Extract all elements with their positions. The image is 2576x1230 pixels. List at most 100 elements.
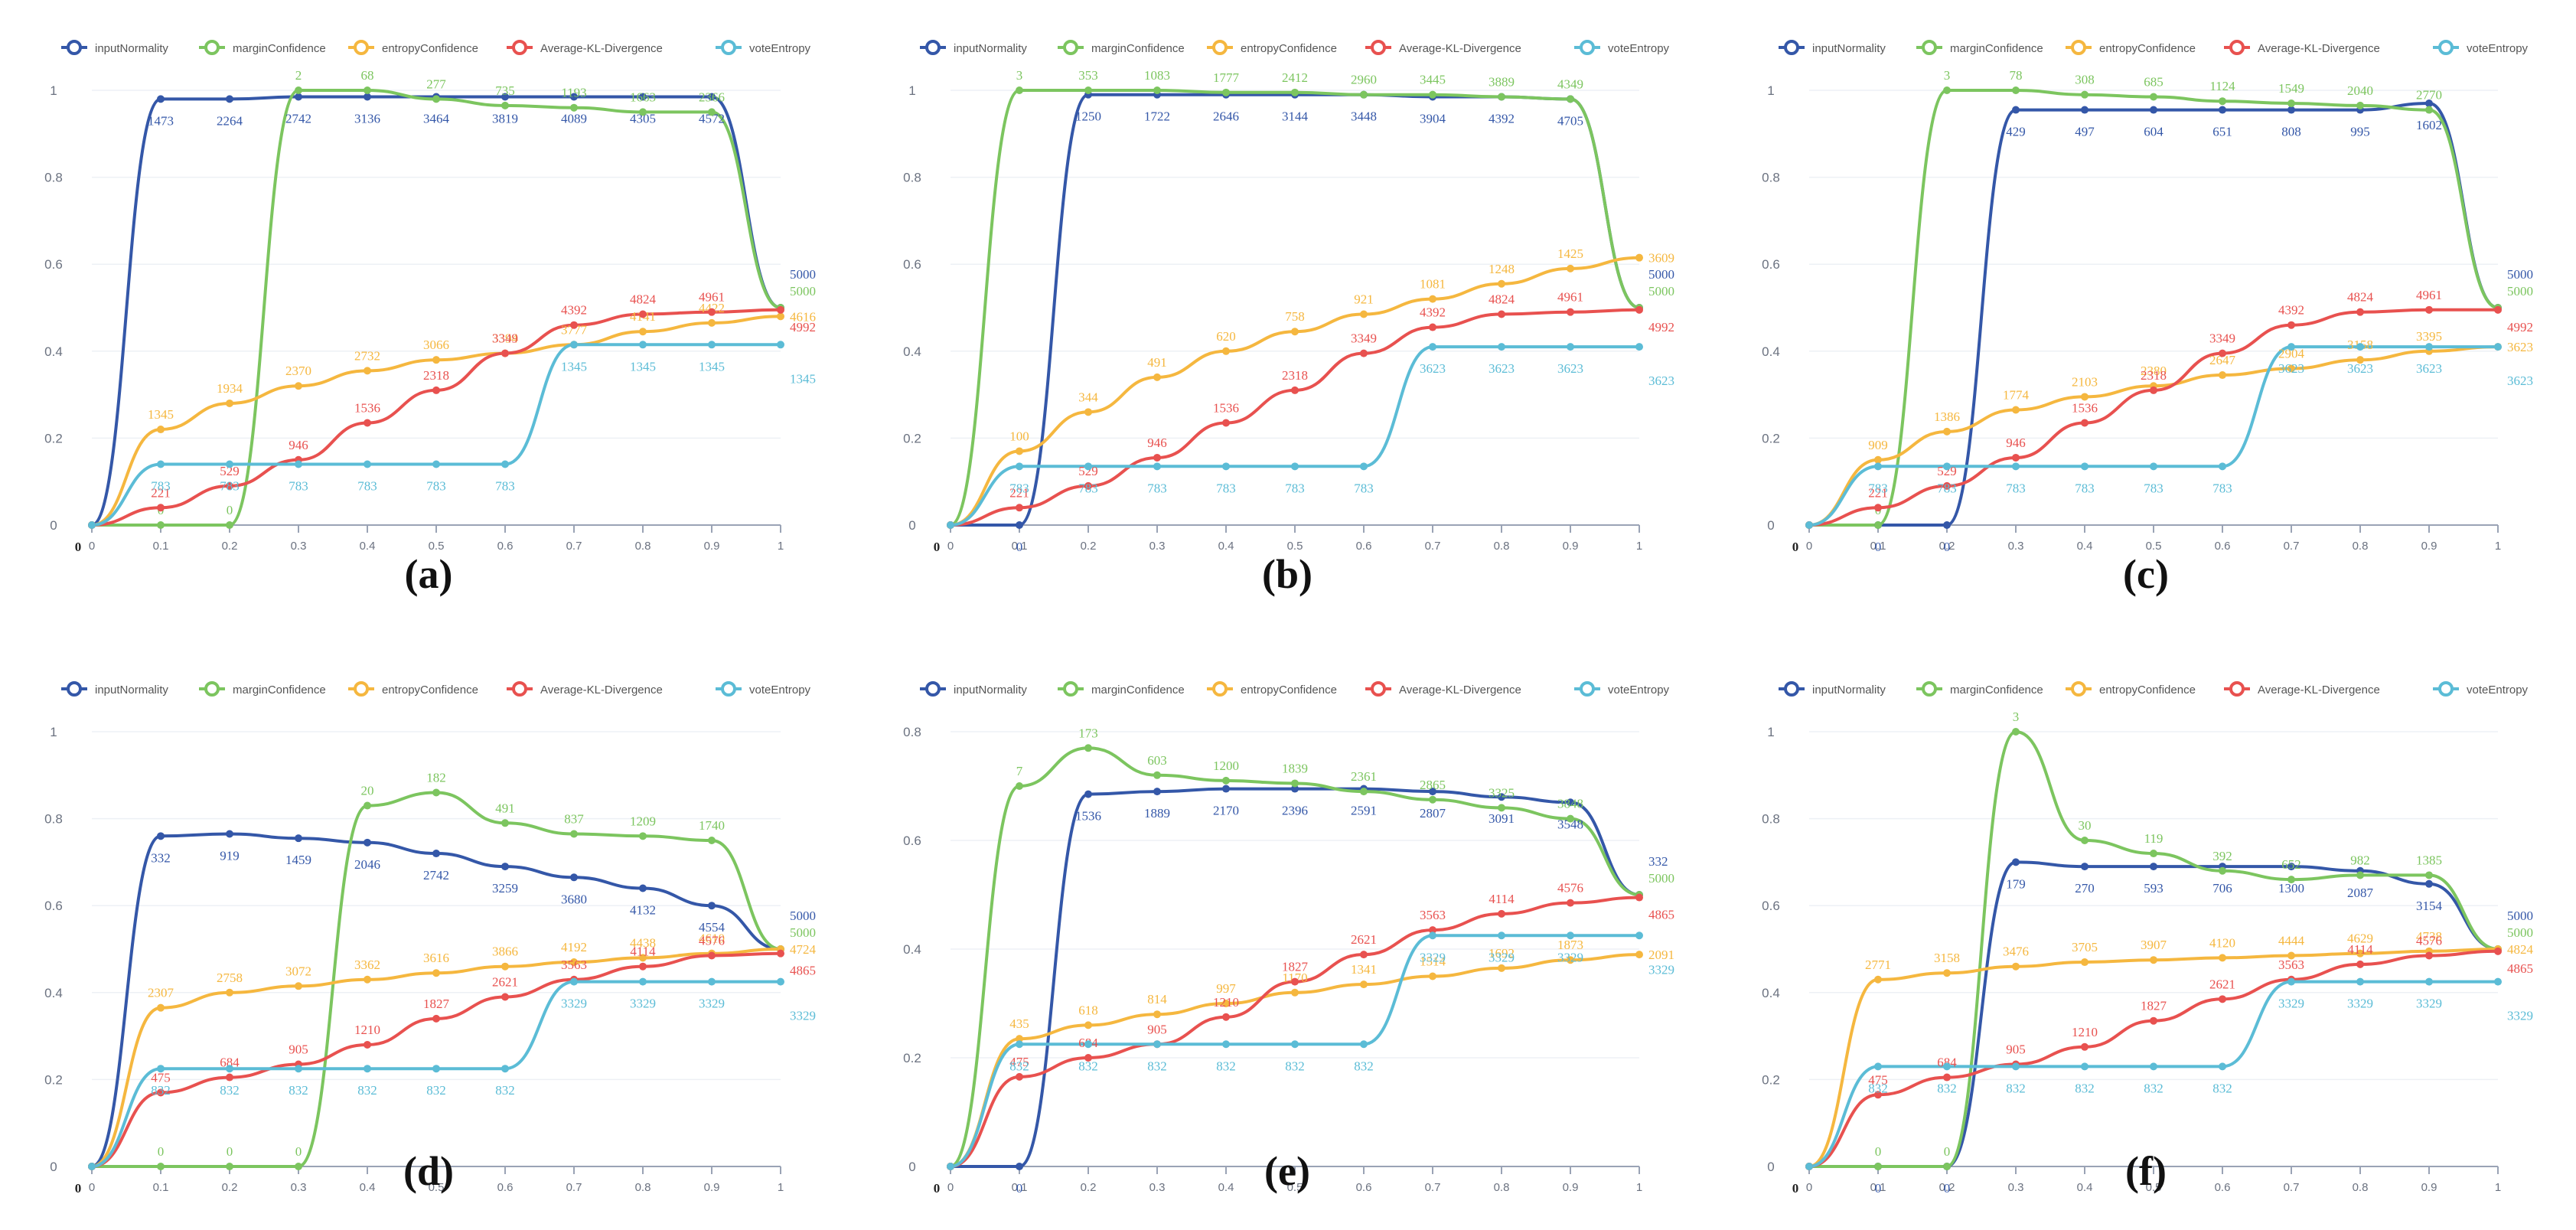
data-label-inputNormality: 2591 (1351, 804, 1377, 818)
data-point-marginConfidence (1222, 88, 1230, 96)
legend-swatch-marker (2229, 681, 2245, 697)
data-label-entropyConfidence: 2647 (2209, 353, 2236, 367)
data-point-Average-KL-Divergence (708, 308, 716, 316)
data-point-voteEntropy (2150, 1062, 2157, 1071)
data-label-voteEntropy: 832 (289, 1083, 308, 1098)
data-point-entropyConfidence (1222, 347, 1230, 355)
data-point-Average-KL-Divergence (1635, 305, 1643, 314)
data-label-inputNormality: 3259 (492, 881, 518, 896)
data-label-Average-KL-Divergence: 2318 (423, 368, 449, 383)
data-label-inputNormality: 0 (934, 540, 941, 554)
data-point-marginConfidence (1291, 88, 1299, 96)
series-line-entropyConfidence (91, 948, 781, 1168)
data-point-marginConfidence (2081, 90, 2089, 99)
data-label-Average-KL-Divergence: 4576 (1557, 881, 1583, 896)
data-label-voteEntropy: 3623 (2416, 361, 2442, 376)
data-label-entropyConfidence: 909 (1868, 438, 1888, 452)
data-point-Average-KL-Divergence (2150, 386, 2157, 394)
data-point-Average-KL-Divergence (1943, 1073, 1951, 1082)
data-point-voteEntropy (1567, 343, 1574, 351)
x-tick-label: 0.4 (2077, 1181, 2093, 1194)
legend-label: entropyConfidence (1241, 684, 1337, 697)
data-point-marginConfidence (1943, 1163, 1951, 1170)
panel-caption: (e) (1264, 1148, 1310, 1194)
y-tick-label: 0.4 (1762, 344, 1780, 359)
data-point-voteEntropy (1084, 1040, 1092, 1049)
data-point-entropyConfidence (432, 969, 440, 977)
data-label-entropyConfidence: 1345 (148, 407, 174, 422)
data-label-voteEntropy: 783 (1147, 481, 1167, 495)
x-tick-label: 0.3 (2008, 1181, 2024, 1194)
data-point-inputNormality (2425, 100, 2433, 108)
x-tick-label: 1 (1636, 1181, 1642, 1194)
data-point-voteEntropy (777, 977, 784, 986)
data-label-Average-KL-Divergence: 905 (2006, 1042, 2026, 1057)
data-point-entropyConfidence (432, 356, 440, 364)
data-point-inputNormality (1222, 785, 1230, 793)
x-tick-label: 0.2 (222, 540, 238, 553)
data-point-voteEntropy (2356, 977, 2364, 986)
chart-panel-b: inputNormality marginConfidence entropyCon… (903, 40, 1674, 597)
legend-label: entropyConfidence (382, 684, 478, 697)
x-tick-label: 0.6 (1356, 1181, 1372, 1194)
data-point-voteEntropy (364, 1065, 371, 1073)
data-point-voteEntropy (639, 341, 647, 349)
series-line-inputNormality (1809, 860, 2499, 1169)
data-point-Average-KL-Divergence (501, 349, 509, 357)
y-tick-label: 0 (908, 518, 915, 533)
data-label-inputNormality: 3464 (423, 112, 450, 126)
data-point-entropyConfidence (639, 954, 647, 962)
data-label-entropyConfidence: 1692 (1489, 946, 1515, 961)
data-label-Average-KL-Divergence: 4824 (630, 292, 657, 307)
data-point-entropyConfidence (2081, 958, 2089, 967)
data-point-Average-KL-Divergence (1222, 1013, 1230, 1021)
data-label-marginConfidence: 392 (2212, 849, 2232, 863)
data-point-marginConfidence (1084, 86, 1092, 94)
data-point-voteEntropy (708, 341, 716, 349)
data-label-Average-KL-Divergence: 3349 (1351, 331, 1377, 346)
x-tick-label: 0.2 (222, 1181, 238, 1194)
data-label-inputNormality: 0 (75, 1181, 82, 1196)
x-tick-label: 0 (947, 1181, 954, 1194)
data-point-inputNormality (1016, 521, 1023, 529)
x-tick-label: 0.3 (291, 1181, 307, 1194)
data-point-voteEntropy (570, 341, 578, 349)
y-tick-label: 0.2 (1762, 1072, 1780, 1087)
data-point-Average-KL-Divergence (1635, 893, 1643, 902)
x-tick-label: 0.4 (1218, 1181, 1234, 1194)
data-label-marginConfidence: 1200 (1213, 759, 1239, 773)
data-label-entropyConfidence: 1081 (1420, 277, 1446, 292)
data-label-Average-KL-Divergence: 4865 (1648, 908, 1674, 922)
data-point-marginConfidence (2356, 871, 2364, 879)
x-tick-label: 0.8 (635, 1181, 651, 1194)
data-label-voteEntropy: 832 (2006, 1081, 2026, 1095)
x-tick-label: 0.9 (1563, 540, 1579, 553)
data-label-inputNormality: 4705 (1557, 113, 1583, 128)
data-label-voteEntropy: 3329 (1420, 950, 1446, 964)
data-label-Average-KL-Divergence: 2621 (492, 974, 518, 989)
data-label-marginConfidence: 3 (2013, 710, 2020, 724)
data-label-Average-KL-Divergence: 4865 (2507, 961, 2533, 976)
data-label-voteEntropy: 3329 (2507, 1009, 2533, 1023)
y-tick-label: 0.6 (44, 257, 63, 272)
data-point-Average-KL-Divergence (2150, 1016, 2157, 1025)
x-tick-label: 0.8 (1494, 540, 1510, 553)
legend-swatch-marker (354, 681, 369, 697)
data-label-inputNormality: 0 (1944, 540, 1951, 554)
series-line-marginConfidence (92, 791, 781, 1169)
data-point-Average-KL-Divergence (1943, 481, 1951, 490)
data-label-inputNormality: 0 (1875, 1181, 1882, 1196)
data-label-voteEntropy: 783 (220, 478, 240, 493)
data-label-entropyConfidence: 997 (1216, 981, 1236, 996)
data-label-Average-KL-Divergence: 529 (1937, 464, 1957, 478)
data-label-marginConfidence: 3445 (1420, 73, 1446, 87)
legend-label: marginConfidence (1950, 42, 2043, 55)
data-point-voteEntropy (364, 460, 371, 468)
x-tick-label: 0 (89, 1181, 95, 1194)
x-tick-label: 0.1 (153, 540, 169, 553)
data-point-Average-KL-Divergence (1016, 1072, 1023, 1081)
y-tick-label: 1 (50, 725, 57, 739)
y-tick-label: 0 (1767, 518, 1774, 533)
data-point-voteEntropy (1635, 343, 1643, 351)
data-point-marginConfidence (226, 1163, 233, 1170)
